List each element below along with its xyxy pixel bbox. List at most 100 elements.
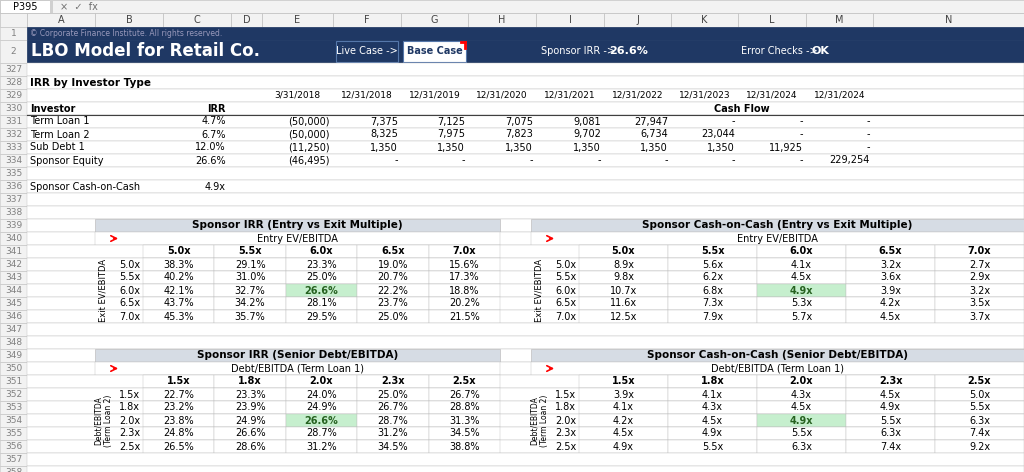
Text: 327: 327 [5,65,23,74]
Text: 229,254: 229,254 [829,155,870,166]
Bar [668,297,757,310]
Text: 3.7x: 3.7x [969,312,990,321]
Bar [0,102,27,115]
Bar [214,401,286,414]
Text: 12/31/2019: 12/31/2019 [409,91,461,100]
Text: 15.6%: 15.6% [449,260,479,270]
Bar [286,375,357,388]
Text: 20.7%: 20.7% [378,272,409,283]
Text: 330: 330 [5,104,23,113]
Text: 26.7%: 26.7% [449,389,479,399]
Bar [27,27,1024,40]
Text: J: J [636,15,639,25]
Text: 4.7%: 4.7% [202,117,226,126]
Text: 17.3%: 17.3% [449,272,479,283]
Text: 26.6%: 26.6% [196,155,226,166]
Bar [846,258,935,271]
Bar [935,258,1024,271]
Text: 1.5x: 1.5x [167,377,190,387]
Text: 6.5x: 6.5x [381,246,404,256]
Text: 6.5x: 6.5x [119,298,140,309]
Bar [357,245,429,258]
Bar [143,245,214,258]
Bar [0,167,27,180]
Text: Sponsor Cash-on-Cash (Entry vs Exit Multiple): Sponsor Cash-on-Cash (Entry vs Exit Mult… [642,220,912,230]
Text: 9.2x: 9.2x [969,441,990,452]
Bar [27,427,1024,440]
Text: 331: 331 [5,117,23,126]
Bar [0,427,27,440]
Bar [0,310,27,323]
Text: 2.5x: 2.5x [453,377,476,387]
Bar [50,0,53,13]
Bar [357,284,429,297]
Bar [668,258,757,271]
Text: 4.9x: 4.9x [205,182,226,192]
Text: Base Case: Base Case [407,47,463,57]
Text: 4.5x: 4.5x [701,415,723,425]
Text: 28.7%: 28.7% [306,429,337,438]
Bar [468,13,536,27]
Bar [286,388,357,401]
Bar [357,440,429,453]
Text: -: - [800,117,803,126]
Text: 3.2x: 3.2x [969,286,990,295]
Text: Debt/EBITDA (Term Loan 1): Debt/EBITDA (Term Loan 1) [231,363,364,373]
Text: 350: 350 [5,364,23,373]
Text: 4.1x: 4.1x [702,389,723,399]
Bar [214,297,286,310]
Text: -: - [866,117,870,126]
Text: 5.6x: 5.6x [701,260,723,270]
Bar [579,284,668,297]
Bar [536,13,604,27]
Bar [143,375,214,388]
Text: 9.8x: 9.8x [613,272,634,283]
Bar [757,414,846,427]
Bar [579,401,668,414]
Text: 21.5%: 21.5% [449,312,479,321]
Bar [27,154,1024,167]
Bar [0,414,27,427]
Text: ×  ✓  fx: × ✓ fx [60,1,98,11]
Text: 28.7%: 28.7% [378,415,409,425]
Bar [846,414,935,427]
Bar [0,154,27,167]
Bar [357,310,429,323]
Bar [403,41,466,62]
Bar [0,388,27,401]
Bar [668,245,757,258]
Text: -: - [731,155,735,166]
Text: -: - [866,129,870,140]
Bar [846,245,935,258]
Text: 358: 358 [5,468,23,472]
Bar [757,258,846,271]
Bar [357,401,429,414]
Bar [95,232,500,245]
Text: 34.5%: 34.5% [378,441,409,452]
Bar [27,388,1024,401]
Text: 4.9x: 4.9x [702,429,723,438]
Text: 12/31/2022: 12/31/2022 [611,91,664,100]
Text: 345: 345 [5,299,23,308]
Text: 1.5x: 1.5x [555,389,575,399]
Text: 23.3%: 23.3% [234,389,265,399]
Bar [333,13,401,27]
Text: 2.0x: 2.0x [119,415,140,425]
Text: 24.0%: 24.0% [306,389,337,399]
Bar [214,271,286,284]
Bar [757,297,846,310]
Text: 6.3x: 6.3x [791,441,812,452]
Text: L: L [769,15,775,25]
Text: 4.2x: 4.2x [880,298,901,309]
Bar [214,375,286,388]
Bar [27,284,1024,297]
Bar [27,193,1024,206]
Bar [95,13,163,27]
Text: Debt/EBITDA (Term Loan 1): Debt/EBITDA (Term Loan 1) [711,363,844,373]
Text: 339: 339 [5,221,23,230]
Bar [579,258,668,271]
Bar [143,414,214,427]
Bar [27,76,1024,89]
Text: 6.3x: 6.3x [969,415,990,425]
Text: 7.3x: 7.3x [701,298,723,309]
